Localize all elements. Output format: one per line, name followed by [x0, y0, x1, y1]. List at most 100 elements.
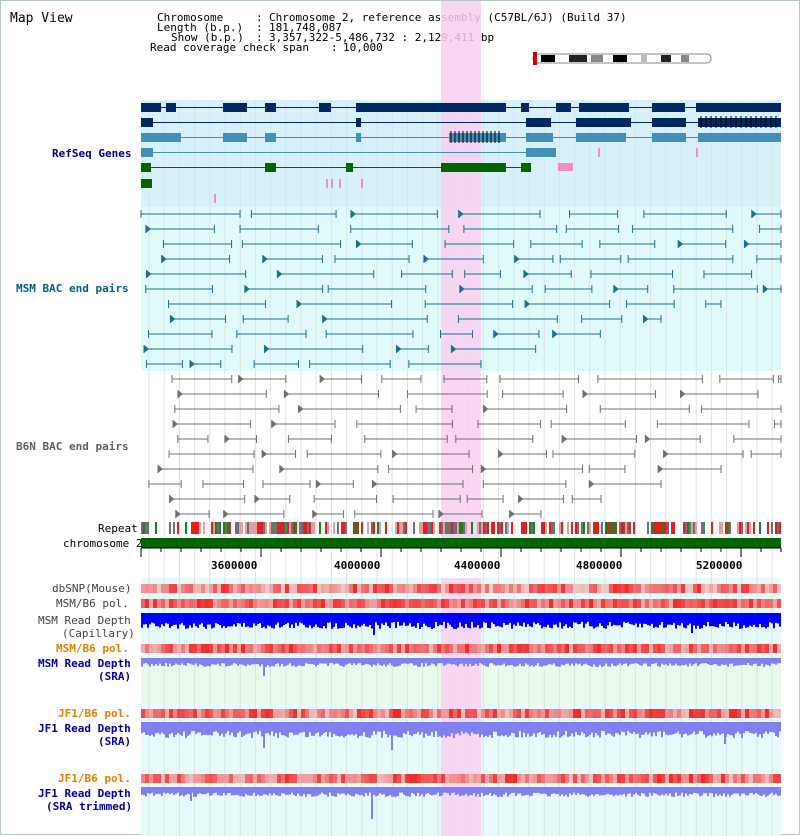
read-depth-bar	[249, 722, 251, 734]
bac-pair-arrow	[562, 435, 568, 443]
polymorphism-cell	[249, 599, 253, 608]
read-depth-bar	[365, 787, 367, 793]
repeat-mark	[541, 522, 543, 534]
polymorphism-cell	[729, 599, 733, 608]
refseq-track-label[interactable]: RefSeq Genes	[52, 147, 132, 160]
polymorphism-cell	[633, 709, 637, 718]
read-depth-bar	[627, 613, 629, 623]
polymorphism-cell	[161, 644, 165, 653]
read-depth-bar	[215, 787, 217, 793]
repeat-mark	[433, 522, 435, 534]
polymorphism-cell	[289, 774, 293, 783]
polymorphism-cell	[297, 599, 301, 608]
read-depth-bar	[519, 787, 521, 794]
read-depth-bar	[589, 658, 591, 666]
read-depth-bar	[617, 613, 619, 626]
polymorphism-cell	[209, 584, 213, 593]
read-depth-bar	[691, 787, 693, 795]
read-depth-bar	[611, 722, 613, 736]
read-depth-bar	[183, 658, 185, 665]
polymorphism-cell	[681, 774, 685, 783]
b6n-bac-track-label[interactable]: B6N BAC end pairs	[16, 440, 129, 453]
read-depth-bar	[477, 613, 479, 626]
polymorphism-cell	[197, 644, 201, 653]
read-depth-bar	[307, 787, 309, 795]
bac-pair-arrow	[525, 300, 531, 308]
polymorphism-cell	[745, 584, 749, 593]
read-depth-bar	[587, 722, 589, 737]
repeat-mark	[309, 522, 311, 534]
read-depth-bar	[341, 658, 343, 667]
read-depth-bar	[657, 613, 659, 628]
polymorphism-cell	[369, 644, 373, 653]
repeat-mark	[505, 522, 507, 534]
read-depth-bar	[693, 613, 695, 626]
polymorphism-cell	[641, 709, 645, 718]
polymorphism-cell	[529, 584, 533, 593]
polymorphism-cell	[641, 644, 645, 653]
read-depth-bar	[231, 658, 233, 665]
polymorphism-cell	[669, 644, 673, 653]
msm-b6-pol2-track-label: MSM/B6 pol.	[56, 642, 129, 655]
polymorphism-cell	[673, 584, 677, 593]
read-depth-bar	[313, 722, 315, 736]
polymorphism-cell	[757, 644, 761, 653]
polymorphism-cell	[445, 599, 449, 608]
read-depth-bar	[573, 787, 575, 793]
polymorphism-cell	[733, 599, 737, 608]
read-depth-bar	[161, 787, 163, 796]
polymorphism-cell	[313, 774, 317, 783]
read-depth-bar	[731, 658, 733, 664]
polymorphism-cell	[177, 584, 181, 593]
read-depth-bar	[649, 658, 651, 667]
repeat-mark	[395, 522, 397, 534]
gene-exon	[141, 148, 153, 157]
read-depth-bar	[587, 658, 589, 665]
polymorphism-cell	[705, 584, 709, 593]
read-depth-bar	[267, 722, 269, 733]
repeat-mark	[301, 522, 303, 534]
read-depth-bar	[459, 722, 461, 736]
polymorphism-cell	[341, 644, 345, 653]
polymorphism-cell	[613, 774, 617, 783]
read-depth-bar	[149, 658, 151, 667]
read-depth-bar	[431, 658, 433, 664]
read-depth-bar	[455, 658, 457, 666]
polymorphism-cell	[141, 774, 145, 783]
polymorphism-cell	[513, 774, 517, 783]
read-depth-bar	[205, 722, 207, 735]
read-depth-bar	[259, 722, 261, 731]
polymorphism-cell	[281, 709, 285, 718]
read-depth-bar	[523, 787, 525, 796]
read-depth-bar	[489, 613, 491, 629]
read-depth-bar	[663, 722, 665, 732]
polymorphism-cell	[485, 599, 489, 608]
read-depth-bar	[479, 613, 481, 629]
polymorphism-cell	[589, 584, 593, 593]
polymorphism-cell	[353, 709, 357, 718]
read-depth-bar	[375, 787, 377, 797]
read-depth-bar	[519, 658, 521, 664]
repeat-mark	[325, 522, 327, 534]
polymorphism-cell	[777, 709, 781, 718]
polymorphism-cell	[617, 709, 621, 718]
read-depth-bar	[307, 658, 309, 664]
polymorphism-cell	[577, 644, 581, 653]
read-depth-bar	[357, 722, 359, 738]
read-depth-bar	[255, 722, 257, 732]
polymorphism-cell	[681, 709, 685, 718]
read-depth-bar	[657, 787, 659, 795]
polymorphism-cell	[277, 774, 281, 783]
polymorphism-cell	[249, 584, 253, 593]
read-depth-bar	[451, 613, 453, 627]
read-depth-bar	[275, 722, 277, 733]
read-depth-bar	[145, 787, 147, 797]
read-depth-bar	[567, 722, 569, 738]
read-depth-bar	[457, 658, 459, 667]
msm-bac-track-label[interactable]: MSM BAC end pairs	[16, 282, 129, 295]
polymorphism-cell	[481, 584, 485, 593]
polymorphism-cell	[209, 774, 213, 783]
read-depth-bar	[699, 658, 701, 665]
polymorphism-cell	[545, 774, 549, 783]
